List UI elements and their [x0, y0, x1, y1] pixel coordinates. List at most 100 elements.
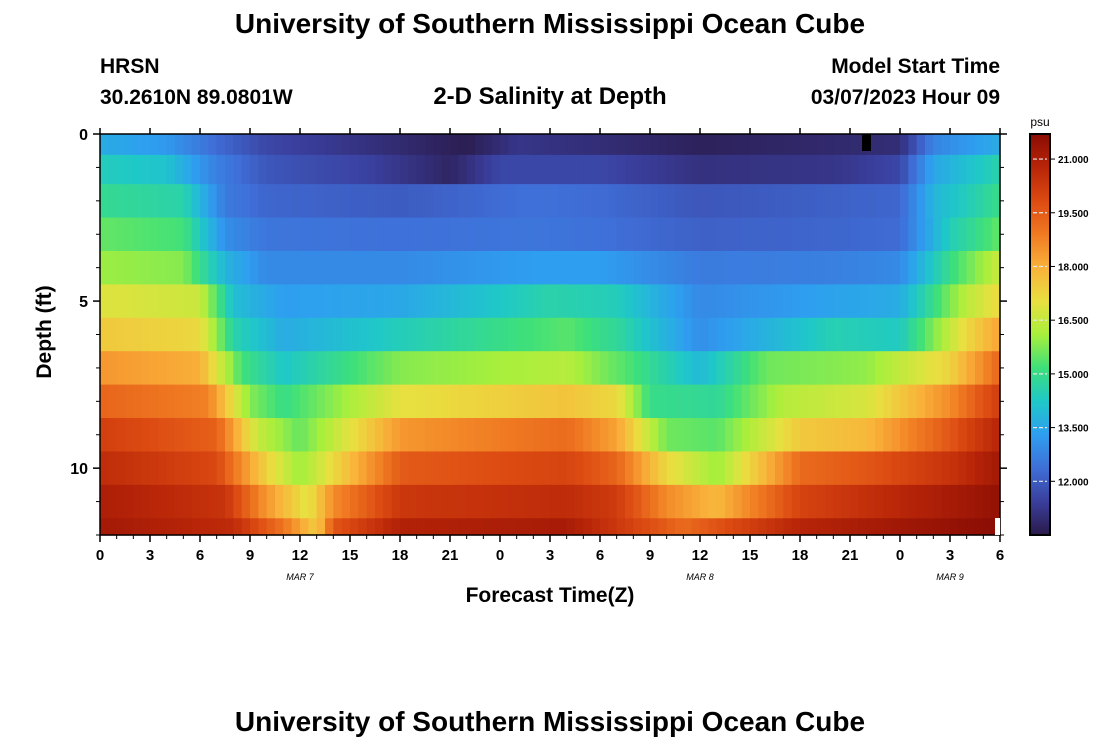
date-label: MAR 7 [286, 572, 315, 582]
heatmap-cell [250, 154, 259, 185]
heatmap-cell [858, 250, 868, 285]
heatmap-cell [358, 451, 368, 486]
heatmap-cell [208, 484, 218, 519]
heatmap-cell [200, 284, 209, 319]
heatmap-cell [300, 134, 309, 156]
heatmap-cell [816, 317, 826, 352]
heatmap-cell [866, 134, 876, 156]
heatmap-cell [116, 250, 126, 285]
heatmap-cell [325, 351, 334, 386]
heatmap-cell [341, 484, 351, 519]
heatmap-cell [825, 134, 834, 156]
heatmap-cell [833, 351, 843, 386]
heatmap-cell [133, 284, 143, 319]
heatmap-cell [366, 351, 376, 386]
heatmap-cell [975, 418, 984, 453]
heatmap-cell [225, 384, 234, 419]
heatmap-cell [833, 518, 843, 536]
heatmap-cell [941, 384, 951, 419]
heatmap-cell [283, 217, 293, 252]
heatmap-cell [116, 351, 126, 386]
heatmap-cell [683, 351, 693, 386]
heatmap-cell [233, 134, 243, 156]
heatmap-cell [508, 250, 518, 285]
heatmap-cell [341, 217, 351, 252]
heatmap-cell [591, 154, 601, 185]
heatmap-cell [133, 351, 143, 386]
heatmap-cell [333, 217, 343, 252]
heatmap-cell [750, 250, 759, 285]
heatmap-cell [600, 217, 609, 252]
heatmap-cell [175, 250, 184, 285]
heatmap-cell [525, 418, 534, 453]
heatmap-cell [533, 351, 543, 386]
heatmap-cell [125, 184, 134, 219]
heatmap-cell [291, 184, 301, 219]
heatmap-cell [683, 518, 693, 536]
heatmap-cell [975, 134, 984, 156]
heatmap-cell [741, 317, 751, 352]
heatmap-cell [275, 451, 284, 486]
heatmap-cell [150, 134, 159, 156]
heatmap-cell [400, 184, 409, 219]
heatmap-cell [341, 384, 351, 419]
heatmap-cell [975, 154, 984, 185]
heatmap-cell [675, 284, 684, 319]
heatmap-cell [708, 418, 718, 453]
heatmap-cell [525, 217, 534, 252]
heatmap-cell [858, 184, 868, 219]
heatmap-cell [691, 351, 701, 386]
heatmap-cell [808, 384, 818, 419]
heatmap-cell [491, 184, 501, 219]
heatmap-cell [458, 484, 468, 519]
heatmap-cell [466, 451, 476, 486]
heatmap-cell [633, 518, 643, 536]
heatmap-cell [375, 317, 384, 352]
heatmap-cell [991, 184, 1001, 219]
heatmap-cell [875, 184, 884, 219]
heatmap-cell [583, 384, 593, 419]
heatmap-cell [391, 284, 401, 319]
heatmap-cell [433, 134, 443, 156]
heatmap-cell [933, 384, 943, 419]
heatmap-cell [725, 154, 734, 185]
heatmap-cell [766, 184, 776, 219]
heatmap-cell [883, 484, 893, 519]
heatmap-cell [483, 154, 493, 185]
heatmap-cell [366, 134, 376, 156]
heatmap-cell [908, 284, 918, 319]
heatmap-cell [958, 484, 968, 519]
heatmap-cell [608, 317, 618, 352]
heatmap-cell [883, 184, 893, 219]
heatmap-cell [750, 351, 759, 386]
heatmap-cell [625, 418, 634, 453]
heatmap-cell [433, 451, 443, 486]
heatmap-cell [808, 351, 818, 386]
heatmap-cell [358, 184, 368, 219]
heatmap-cell [783, 154, 793, 185]
heatmap-cell [966, 217, 976, 252]
heatmap-cell [333, 134, 343, 156]
heatmap-cell [608, 184, 618, 219]
heatmap-cell [500, 484, 509, 519]
heatmap-cell [383, 484, 393, 519]
heatmap-cell [250, 451, 259, 486]
heatmap-cell [108, 184, 118, 219]
heatmap-cell [275, 351, 284, 386]
heatmap-cell [433, 351, 443, 386]
heatmap-cell [258, 154, 268, 185]
colorbar-tick-label: 16.500 [1058, 316, 1089, 327]
heatmap-cell [808, 484, 818, 519]
heatmap-cell [641, 184, 651, 219]
heatmap-cell [716, 184, 726, 219]
heatmap-cell [641, 154, 651, 185]
heatmap-cell [541, 284, 551, 319]
heatmap-cell [166, 250, 176, 285]
heatmap-cell [741, 134, 751, 156]
heatmap-cell [933, 134, 943, 156]
heatmap-cell [858, 384, 868, 419]
heatmap-cell [225, 451, 234, 486]
heatmap-cell [158, 418, 168, 453]
heatmap-cell [166, 418, 176, 453]
heatmap-cell [575, 484, 584, 519]
